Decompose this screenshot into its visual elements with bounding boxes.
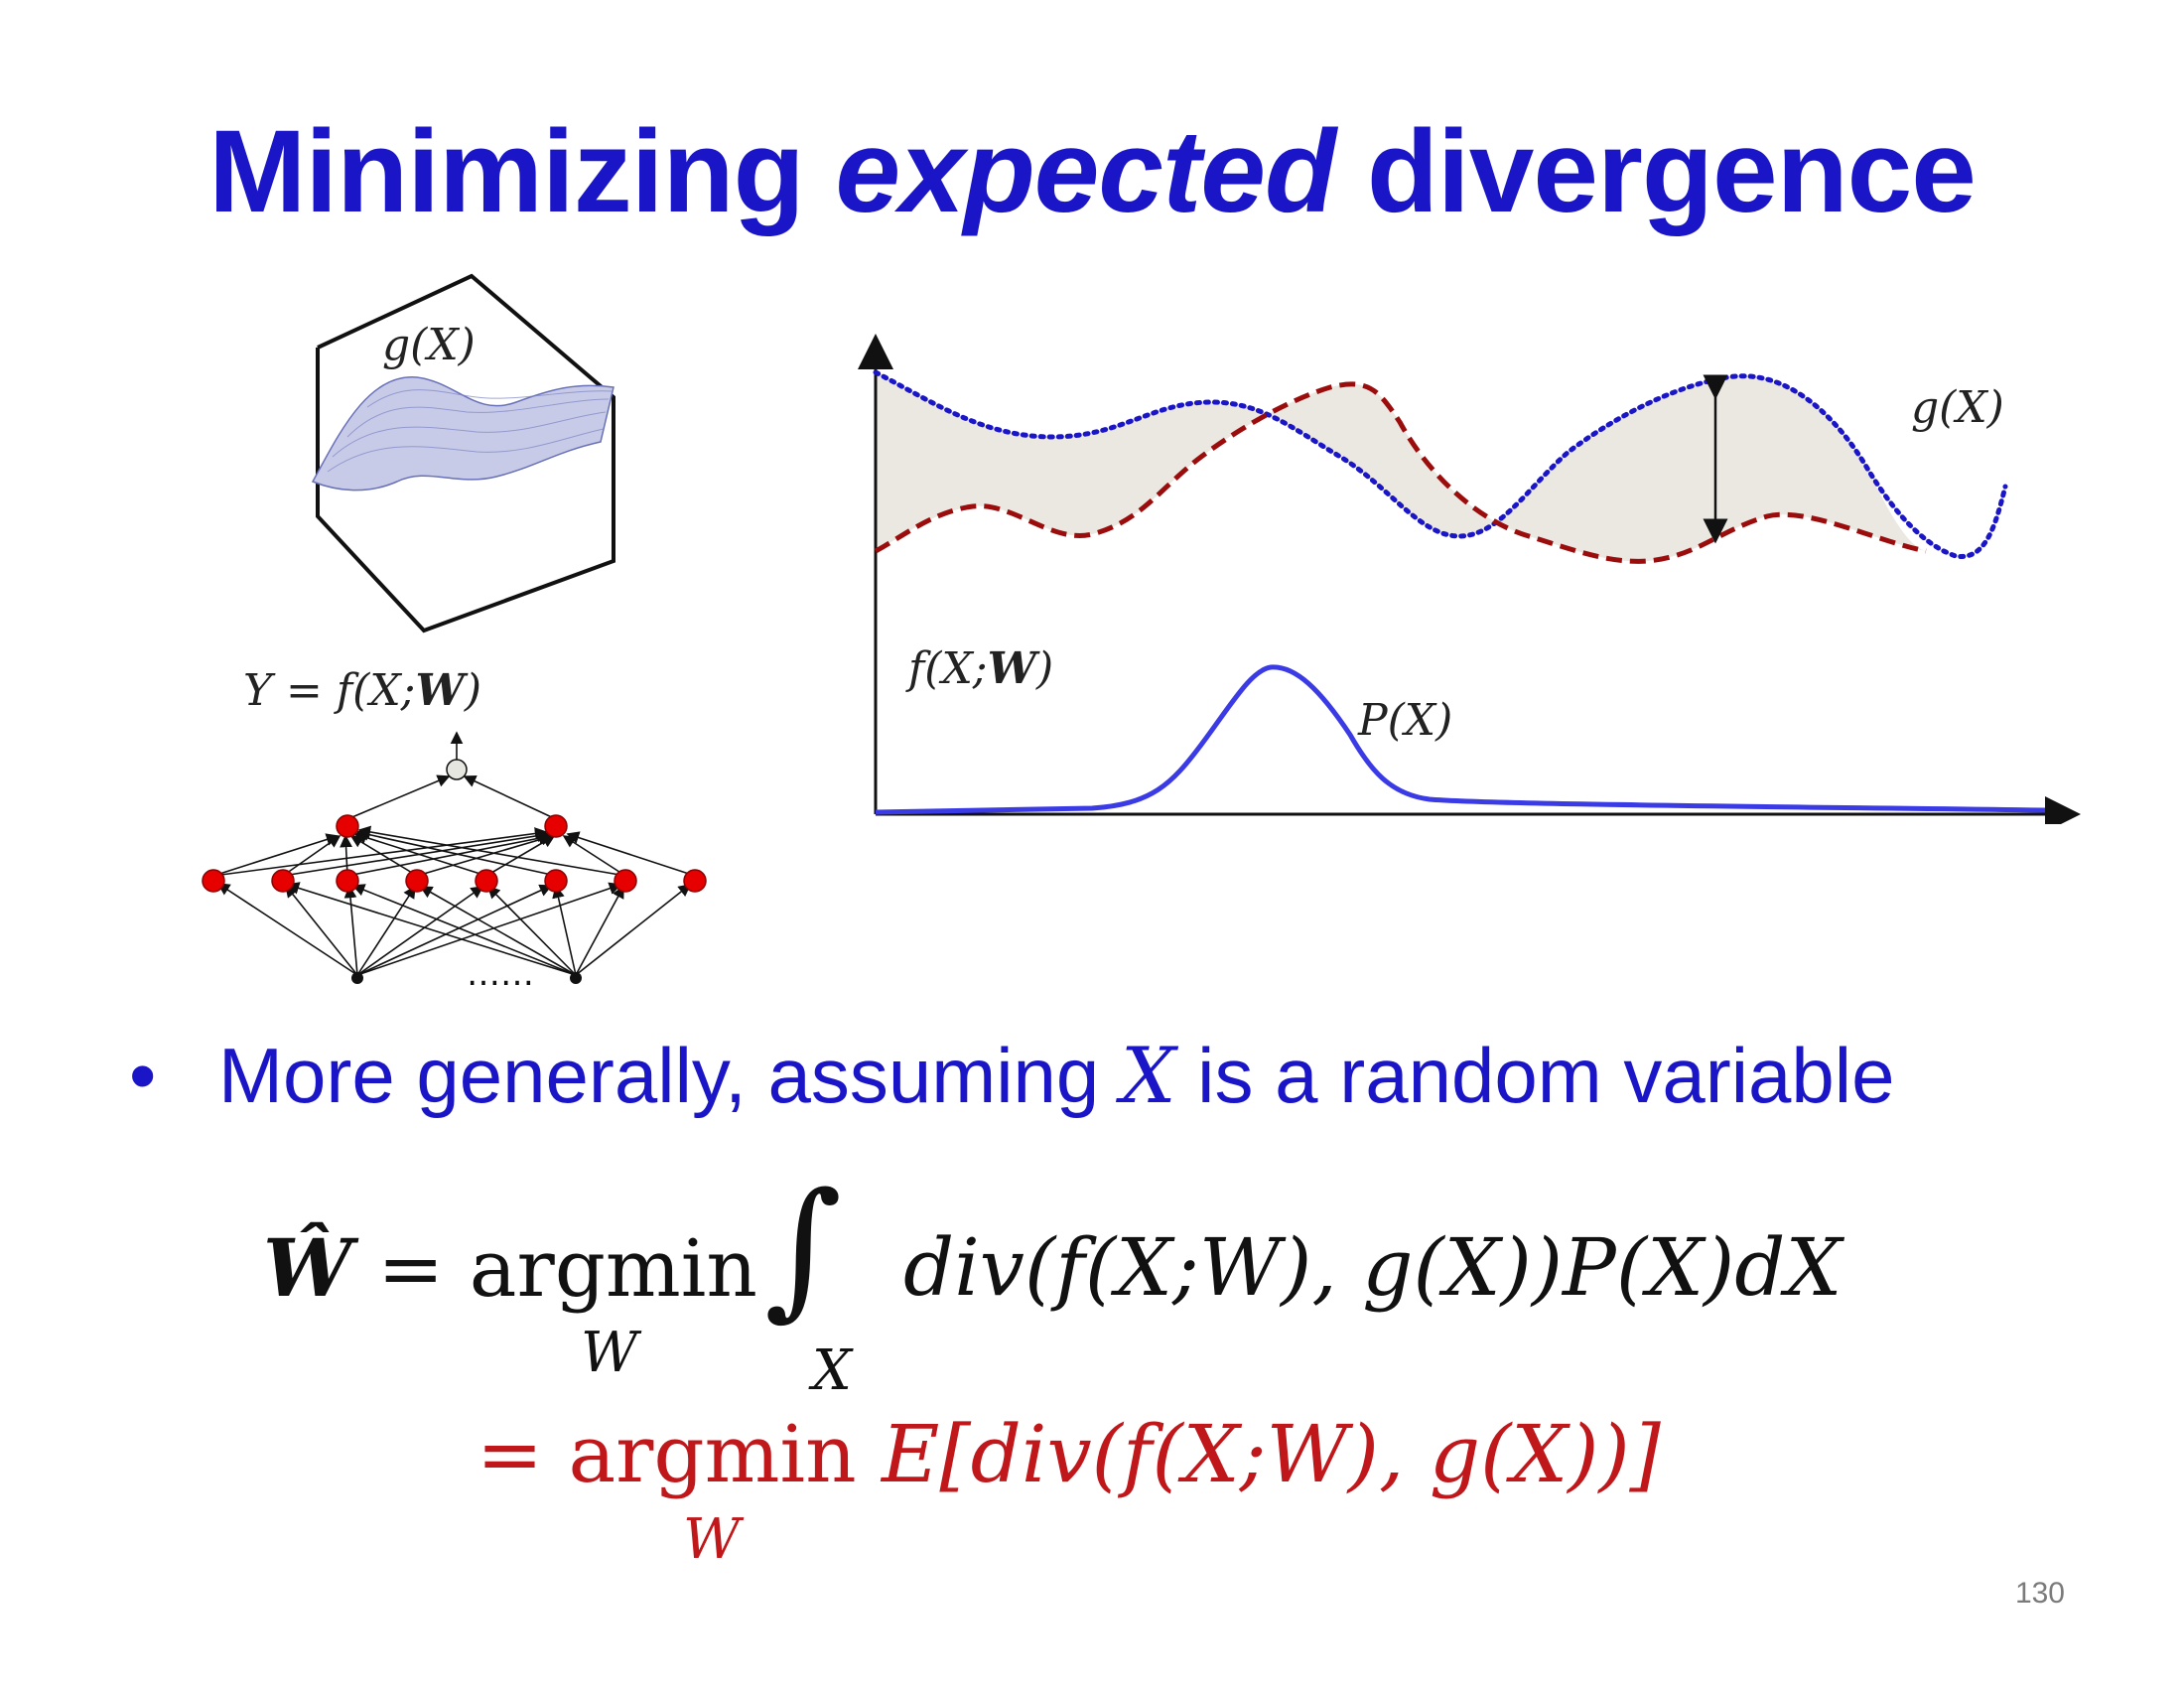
equation-2: = argmin E[div(f(X;W), g(X))] — [477, 1408, 1661, 1500]
network-edges — [212, 731, 696, 976]
eq1-body: div(f(X;W), g(X))P(X)dX — [903, 1221, 1842, 1314]
page-number: 130 — [2014, 1577, 2065, 1610]
bullet-dot: • — [129, 1032, 157, 1119]
cube-frame — [316, 273, 615, 633]
eq2-argmin-subscript: W — [683, 1507, 741, 1572]
f-label-prefix: f(X; — [908, 643, 988, 694]
network-output-label: Y = f(X;W) — [243, 665, 481, 716]
title-prefix: Minimizing — [208, 106, 836, 237]
eq2-equals: = — [477, 1408, 544, 1500]
network-label-prefix: Y = f(X; — [243, 665, 416, 716]
divergence-area — [876, 372, 1926, 562]
surface-label: g(X) — [382, 320, 476, 370]
title-emphasis: expected — [835, 106, 1336, 237]
eq2-body: E[div(f(X;W), g(X))] — [882, 1408, 1661, 1500]
network-label-weights: W — [415, 665, 465, 716]
g-curve-label: g(X) — [1911, 382, 2004, 433]
bullet-text-suffix: is a random variable — [1175, 1032, 1895, 1119]
surface-cube-figure — [311, 273, 615, 633]
eq1-argmin-subscript: W — [581, 1321, 638, 1385]
input-nodes — [351, 972, 582, 984]
title-suffix: divergence — [1335, 106, 1977, 237]
integral-sign: ∫ — [764, 1162, 843, 1335]
divergence-plot — [858, 334, 2081, 824]
bullet-text-prefix: More generally, assuming — [218, 1032, 1121, 1119]
eq1-argmin: argmin — [469, 1222, 757, 1315]
p-curve-label: P(X) — [1358, 695, 1453, 746]
bullet-variable: X — [1120, 1032, 1176, 1121]
f-curve-label: f(X;W) — [908, 643, 1053, 694]
bullet-point: • More generally, assuming X is a random … — [129, 1031, 1895, 1121]
hidden-layer-2 — [336, 814, 568, 838]
w-hat: Ŵ — [263, 1221, 352, 1315]
neural-network-diagram: …… — [202, 731, 707, 993]
equation-1: Ŵ = argmin — [263, 1221, 757, 1315]
hidden-layer-1 — [202, 869, 707, 893]
eq1-body-text: div(f(X;W), g(X))P(X)dX — [903, 1221, 1843, 1314]
integral-subscript: X — [812, 1338, 852, 1403]
slide-title: Minimizing expected divergence — [0, 104, 2184, 239]
eq2-argmin: argmin — [568, 1408, 857, 1500]
output-node — [446, 759, 468, 780]
input-ellipsis: …… — [467, 954, 534, 993]
eq1-equals: = — [377, 1222, 445, 1315]
f-label-weights: W — [987, 643, 1037, 694]
f-label-suffix: ) — [1036, 643, 1054, 694]
p-curve — [875, 664, 2046, 815]
surface-grid — [327, 389, 613, 473]
network-label-suffix: ) — [464, 665, 482, 716]
surface-mesh — [311, 376, 614, 492]
